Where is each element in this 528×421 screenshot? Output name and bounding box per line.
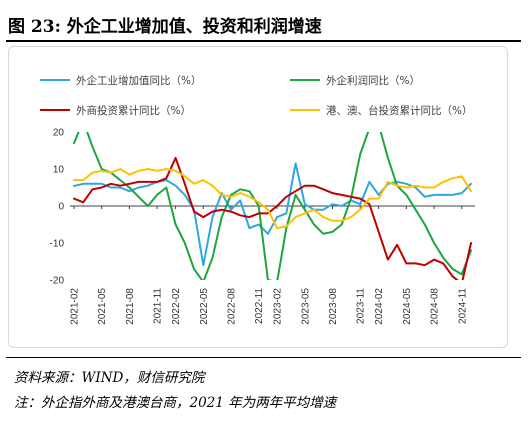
y-tick-label: 0	[58, 202, 64, 213]
x-tick-label: 2023-02	[273, 288, 284, 325]
title-divider	[6, 40, 521, 42]
x-tick-label: 2021-02	[70, 288, 81, 325]
legend-label-4: 港、澳、台投资累计同比（%）	[326, 104, 472, 117]
x-tick-label: 2024-08	[430, 288, 441, 325]
chart-axes: -20 -10 0 10 20 2021-02 2021-05 2021-08 2021-11 2…	[50, 128, 475, 325]
y-tick-label: -10	[50, 239, 65, 250]
y-tick-label: -20	[50, 276, 65, 287]
source-note: 资料来源：WIND，财信研究院	[14, 370, 205, 386]
x-tick-label: 2022-05	[199, 288, 210, 325]
legend-label-3: 外商投资累计同比（%）	[76, 104, 191, 117]
series-line-4	[73, 168, 472, 230]
x-tick-label: 2021-08	[125, 288, 136, 325]
series-line-2	[73, 132, 472, 280]
x-tick-label: 2024-02	[374, 288, 385, 325]
x-tick-label: 2023-11	[356, 288, 367, 324]
source-divider	[6, 357, 521, 358]
y-tick-label: 10	[53, 165, 65, 176]
chart-series	[73, 132, 472, 280]
x-tick-label: 2024-05	[402, 288, 413, 325]
x-tick-label: 2023-08	[328, 288, 339, 325]
x-tick-label: 2022-11	[254, 288, 265, 324]
x-tick-label: 2021-05	[97, 288, 108, 325]
legend-label-1: 外企工业增加值同比（%）	[76, 74, 201, 87]
x-tick-label: 2022-08	[226, 288, 237, 325]
chart-legend: 外企工业增加值同比（%） 外企利润同比（%） 外商投资累计同比（%） 港、澳、台投资累…	[40, 74, 472, 117]
figure-title: 图 23: 外企工业增加值、投资和利润增速	[8, 17, 322, 37]
x-tick-label: 2024-11	[457, 288, 468, 324]
x-tick-label: 2022-02	[171, 288, 182, 325]
chart-panel	[8, 46, 508, 348]
legend-label-2: 外企利润同比（%）	[326, 74, 420, 87]
x-tick-label: 2021-11	[153, 288, 164, 324]
x-tick-label: 2023-05	[300, 288, 311, 325]
series-line-1	[73, 162, 472, 267]
series-line-3	[73, 156, 472, 280]
footnote: 注：外企指外商及港澳台商，2021 年为两年平均增速	[14, 395, 337, 411]
y-tick-label: 20	[53, 128, 65, 139]
